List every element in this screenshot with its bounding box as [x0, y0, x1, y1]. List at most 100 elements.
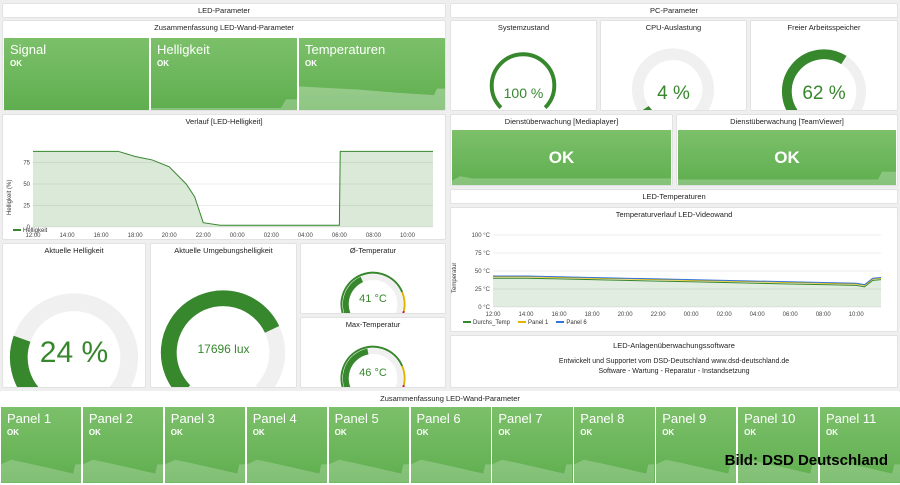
temp-x-tick: 10:00 — [849, 312, 865, 318]
current-brightness-gauge — [9, 293, 139, 387]
brightness-x-tick: 08:00 — [366, 233, 382, 239]
summary-bottom-panel: Zusammenfassung LED-Wand-Parameter Panel… — [0, 391, 900, 485]
brightness-ylabel: Helligkeit (%) — [7, 179, 13, 215]
brightness-x-tick: 12:00 — [25, 233, 41, 239]
avg-temp-panel: Ø-Temperatur 41 °C — [300, 243, 446, 314]
panel-tile-name: Panel 3 — [170, 411, 215, 426]
brightness-legend-item[interactable]: Helligkeit — [13, 228, 47, 234]
panel-tile-name: Panel 1 — [7, 411, 52, 426]
panel-tile: Panel 2 OK — [82, 407, 164, 483]
panel-tile-name: Panel 6 — [416, 411, 461, 426]
temp-legend-item[interactable]: Durchs_Temp — [463, 320, 510, 326]
temp-x-tick: 22:00 — [651, 312, 667, 318]
panel-tile: Panel 3 OK — [164, 407, 246, 483]
brightness-x-tick: 10:00 — [400, 233, 416, 239]
temperaturen-tile: Temperaturen OK — [299, 38, 445, 110]
avg-temp-title: Ø-Temperatur — [349, 246, 397, 255]
gauge-value-arc — [342, 348, 369, 387]
temp-y-tick: 100 °C — [472, 233, 491, 239]
systemzustand-title: Systemzustand — [497, 23, 550, 32]
panel-tile-sparkline — [82, 460, 164, 483]
software-line2: Software - Wartung - Reparatur - Instand… — [598, 368, 750, 375]
summary-top-panel: Zusammenfassung LED-Wand-Parameter Signa… — [2, 20, 446, 111]
mediaplayer-status: OK — [452, 130, 671, 185]
temp-x-tick: 16:00 — [552, 312, 568, 318]
gauge-track — [631, 48, 715, 110]
gauge-threshold — [340, 345, 404, 387]
temp-area — [493, 278, 881, 307]
panel-tile: Panel 1 OK — [1, 407, 82, 483]
panel-tile-name: Panel 9 — [662, 411, 707, 426]
teamviewer-title: Dienstüberwachung [TeamViewer] — [730, 117, 844, 126]
software-title: LED-Anlagenüberwachungssoftware — [613, 341, 735, 350]
max-temp-panel: Max-Temperatur 46 °C — [300, 317, 446, 388]
temp-legend-label: Panel 1 — [528, 320, 549, 326]
temp-chart-panel: Temperaturverlauf LED-Videowand 100 °C 75… — [450, 207, 898, 332]
mediaplayer-panel: Dienstüberwachung [Mediaplayer] OK — [450, 114, 673, 186]
ambient-gauge — [160, 290, 286, 387]
brightness-x-tick: 14:00 — [60, 233, 76, 239]
panel-tile: Panel 9 OK — [656, 407, 737, 483]
summary-bottom-title: Zusammenfassung LED-Wand-Parameter — [380, 394, 520, 403]
teamviewer-status: OK — [678, 130, 896, 185]
max-temp-value: 46 °C — [359, 367, 387, 379]
teamviewer-value: OK — [774, 148, 800, 167]
temp-x-tick: 02:00 — [717, 312, 733, 318]
gauge-threshold — [401, 291, 406, 312]
panel-tile-value: OK — [580, 428, 593, 437]
avg-temp-value: 41 °C — [359, 293, 387, 305]
gauge-threshold — [401, 365, 406, 386]
brightness-chart: 0 25 50 75 12:00 14:00 16:00 18:00 20:00 22:00 00:… — [23, 150, 433, 239]
brightness-chart-panel: Verlauf [LED-Helligkeit] 0 25 50 75 12:00 14:… — [2, 114, 446, 240]
temp-x-tick: 14:00 — [519, 312, 535, 318]
cpu-panel: CPU-Auslastung 4 % — [600, 20, 747, 111]
helligkeit-tile: Helligkeit OK — [151, 38, 297, 110]
gauge-value-arc — [342, 276, 364, 313]
max-temp-title: Max-Temperatur — [345, 320, 401, 329]
cpu-gauge — [631, 48, 715, 110]
current-brightness-value: 24 % — [39, 336, 109, 369]
signal-name: Signal — [10, 42, 47, 57]
temp-legend[interactable]: Durchs_Temp Panel 1 Panel 6 — [463, 320, 587, 326]
pc-parameter-title: PC-Parameter — [650, 6, 698, 15]
image-credit: Bild: DSD Deutschland — [724, 452, 888, 469]
brightness-x-tick: 06:00 — [332, 233, 348, 239]
panel-tile-sparkline — [246, 460, 327, 483]
panel-tile: Panel 6 OK — [410, 407, 491, 483]
temp-series-line — [493, 275, 882, 286]
panel-tile-value: OK — [252, 428, 265, 437]
gauge-value-arc — [489, 52, 557, 110]
brightness-x-tick: 04:00 — [298, 233, 314, 239]
panel-tile-name: Panel 4 — [252, 411, 297, 426]
ambient-panel: Aktuelle Umgebungshelligkeit 17696 lux — [150, 243, 297, 388]
temp-legend-item[interactable]: Panel 1 — [518, 320, 548, 326]
panel-tile-value: OK — [88, 428, 101, 437]
brightness-legend-label: Helligkeit — [23, 228, 48, 234]
brightness-line — [33, 150, 433, 226]
systemzustand-value: 100 % — [503, 85, 544, 101]
brightness-legend[interactable]: Helligkeit — [13, 228, 47, 234]
panel-tile-sparkline — [410, 460, 491, 483]
helligkeit-name: Helligkeit — [157, 42, 210, 57]
teamviewer-panel: Dienstüberwachung [TeamViewer] OK — [676, 114, 898, 186]
memory-value: 62 % — [802, 83, 846, 104]
temp-y-tick: 75 °C — [475, 251, 491, 257]
panel-tile-value: OK — [7, 428, 19, 437]
systemzustand-gauge — [489, 52, 557, 110]
panel-tile: Panel 7 OK — [492, 407, 573, 483]
gauge-threshold — [402, 384, 405, 387]
panel-tile: Panel 4 OK — [246, 407, 327, 483]
ambient-value: 17696 lux — [197, 342, 250, 356]
temp-series-line — [493, 277, 882, 288]
temperaturen-value: OK — [305, 59, 317, 68]
brightness-y-tick: 75 — [23, 161, 30, 167]
temp-legend-item[interactable]: Panel 6 — [556, 320, 587, 326]
temperaturen-name: Temperaturen — [305, 42, 386, 57]
panel-tile-name: Panel 5 — [334, 411, 379, 426]
cpu-value: 4 % — [657, 83, 690, 104]
software-line1: Entwickelt und Supportet vom DSD-Deutsch… — [558, 358, 790, 365]
temp-y-tick: 50 °C — [475, 269, 491, 275]
brightness-area — [33, 151, 433, 227]
panel-tile: Panel 8 OK — [574, 407, 655, 483]
current-brightness-panel: Aktuelle Helligkeit 24 % — [2, 243, 146, 388]
